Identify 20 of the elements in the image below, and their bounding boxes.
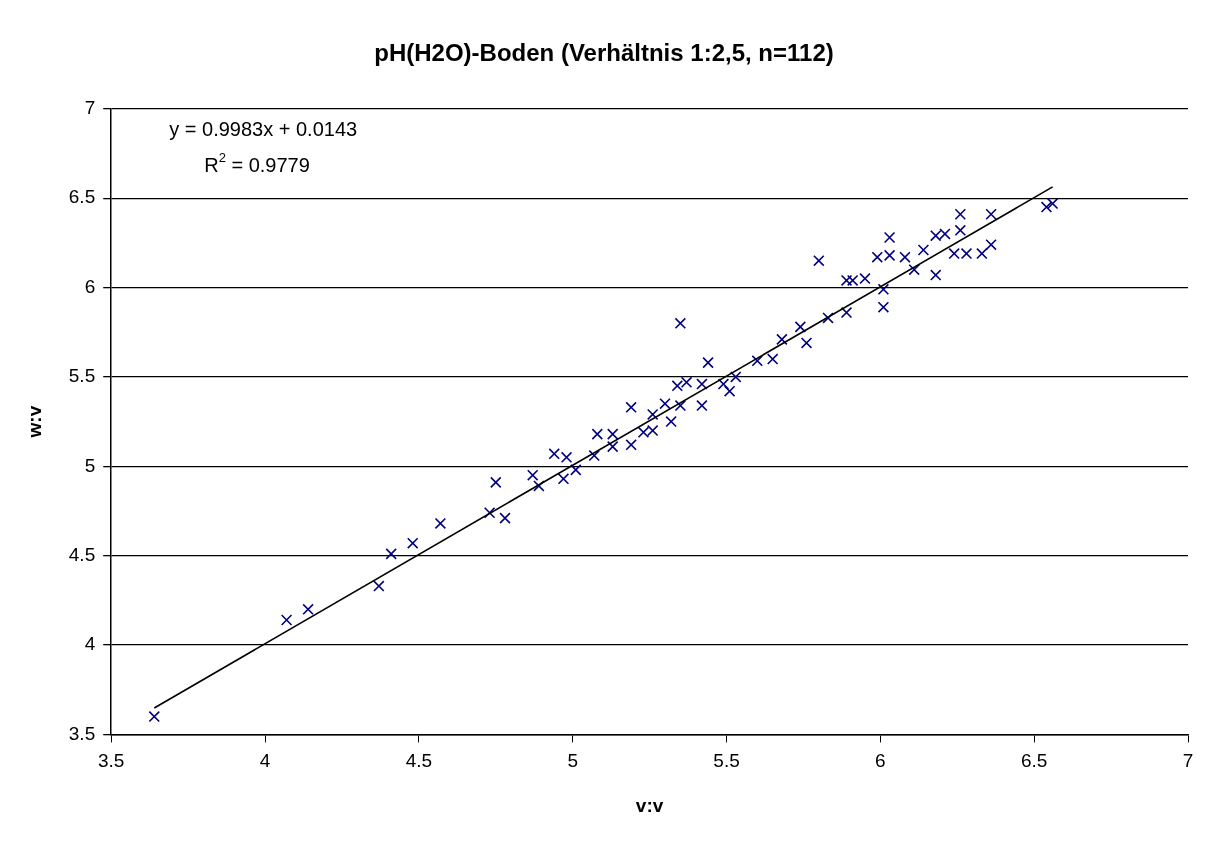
y-tick-label: 4 bbox=[84, 633, 96, 655]
x-tick-label: 6.5 bbox=[1020, 750, 1048, 772]
x-tick-label: 4 bbox=[259, 750, 271, 772]
x-tick-label: 7 bbox=[1182, 750, 1194, 772]
x-tick-label: 5 bbox=[567, 750, 578, 772]
y-tick-label: 6 bbox=[84, 275, 96, 297]
y-tick-label: 3.5 bbox=[68, 722, 96, 744]
y-tick-label: 7 bbox=[84, 97, 96, 119]
x-tick-label: 6 bbox=[875, 750, 886, 772]
y-tick-label: 4.5 bbox=[68, 543, 96, 565]
y-tick-label: 6.5 bbox=[68, 186, 96, 208]
y-axis-title: w:v bbox=[23, 405, 45, 439]
y-tick-label: 5 bbox=[84, 454, 96, 476]
x-tick-label: 3.5 bbox=[98, 750, 125, 772]
chart-title: pH(H2O)-Boden (Verhältnis 1:2,5, n=112) bbox=[374, 39, 834, 67]
x-tick-label: 5.5 bbox=[713, 750, 740, 772]
annotation: y = 0.9983x + 0.0143 bbox=[169, 118, 358, 141]
x-tick-label: 4.5 bbox=[405, 750, 433, 772]
y-tick-label: 5.5 bbox=[68, 365, 96, 387]
x-axis-title: v:v bbox=[635, 794, 664, 816]
